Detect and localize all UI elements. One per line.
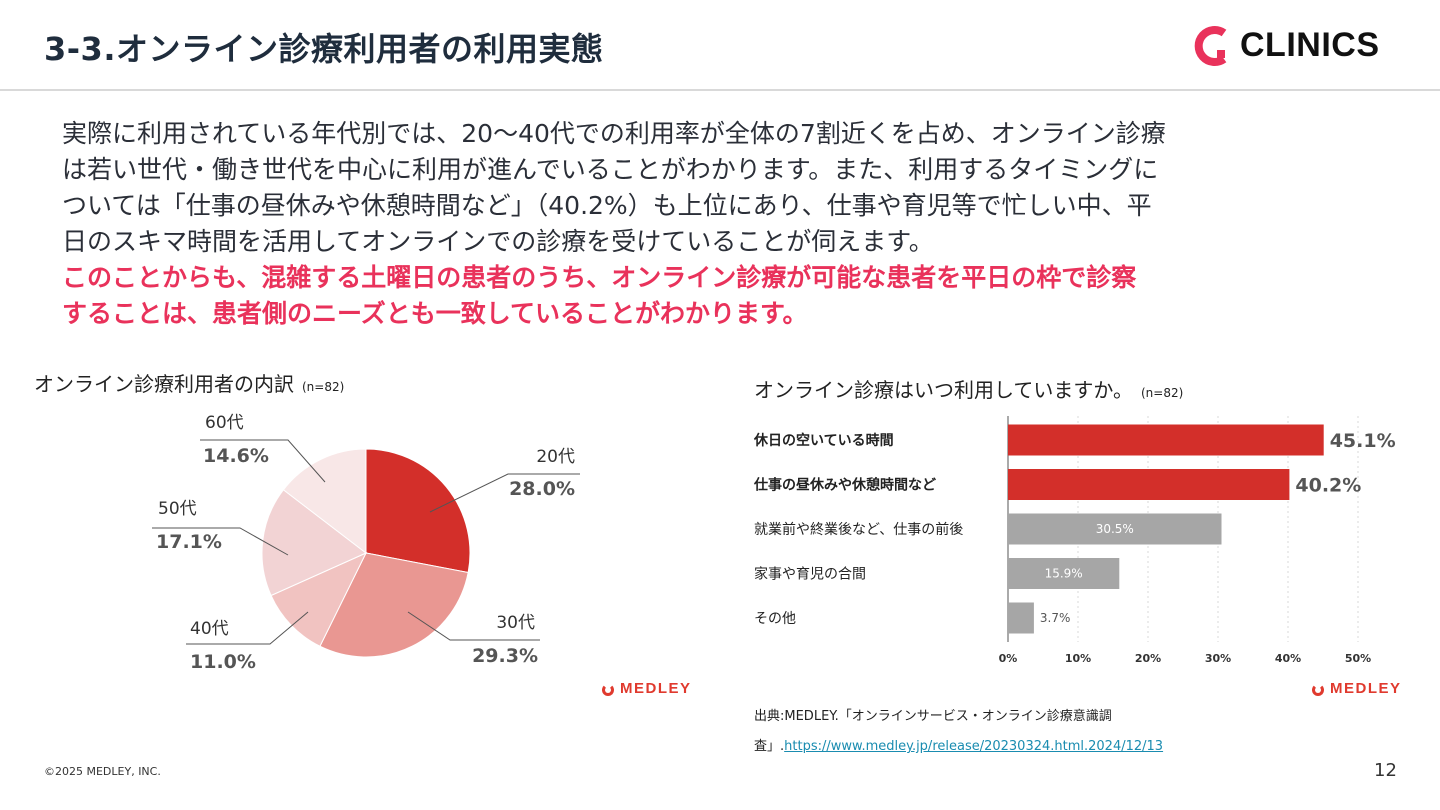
- source-line-1: 出典:MEDLEY.「オンラインサービス・オンライン診療意識調: [754, 709, 1112, 724]
- source-citation: 出典:MEDLEY.「オンラインサービス・オンライン診療意識調 査」.https…: [754, 702, 1174, 762]
- summary-text: 実際に利用されている年代別では、20〜40代での利用率が全体の7割近くを占め、オ…: [62, 116, 1382, 332]
- emphasis-line: することは、患者側のニーズとも一致していることがわかります。: [62, 299, 808, 328]
- medley-logo-bar: MEDLEY: [1312, 680, 1402, 697]
- bar-value-label: 45.1%: [1330, 430, 1396, 452]
- summary-line: 実際に利用されている年代別では、20〜40代での利用率が全体の7割近くを占め、オ…: [62, 119, 1166, 148]
- pie-leader-line: [152, 527, 289, 556]
- bar-category-label: 仕事の昼休みや休憩時間など: [753, 477, 936, 494]
- bar-category-label: その他: [754, 611, 796, 627]
- emphasis-line: このことからも、混雑する土曜日の患者のうち、オンライン診療が可能な患者を平日の枠…: [62, 263, 1137, 292]
- bar-x-tick-label: 50%: [1345, 652, 1371, 665]
- page-title: 3-3.オンライン診療利用者の利用実態: [44, 30, 604, 68]
- bar-2: [1008, 469, 1290, 500]
- pie-leader-line: [429, 473, 580, 513]
- bar-title-text: オンライン診療はいつ利用していますか。: [754, 378, 1133, 402]
- source-link[interactable]: https://www.medley.jp/release/20230324.h…: [784, 739, 1164, 754]
- bar-category-label: 就業前や終業後など、仕事の前後: [754, 521, 963, 538]
- source-line-2-text: 査」.: [754, 739, 785, 754]
- bar-category-label: 休日の空いている時間: [753, 432, 894, 449]
- bar-value-label: 3.7%: [1040, 611, 1071, 625]
- pie-chart: 20代 28.0% 30代 29.3% 40代 11.0% 50代 17.1% 60代 14.6%: [152, 413, 580, 673]
- bar-value-label: 30.5%: [1096, 522, 1134, 536]
- header-divider: [0, 89, 1440, 91]
- pie-slice-value: 14.6%: [203, 445, 269, 467]
- pie-slice-value: 17.1%: [156, 531, 222, 553]
- bar-n-note: (n=82): [1141, 386, 1184, 400]
- pie-leader-line: [186, 611, 309, 645]
- bar-4: [1008, 558, 1120, 589]
- medley-logo-pie: MEDLEY: [602, 680, 692, 697]
- pie-n-note: (n=82): [302, 380, 345, 394]
- bar-1: [1008, 424, 1324, 456]
- bar-x-tick-label: 20%: [1135, 652, 1161, 665]
- bar-chart: 0% 10% 20% 30% 40% 50% 休日の空いている時間 45.1% 仕事の昼休みや休…: [753, 416, 1396, 665]
- pie-slice-30代: [319, 552, 469, 658]
- bar-3: [1008, 513, 1222, 545]
- medley-logo-text: MEDLEY: [620, 680, 692, 697]
- bar-category-label: 家事や育児の合間: [754, 566, 866, 583]
- source-line-2: 査」.https://www.medley.jp/release/2023032…: [754, 732, 1174, 762]
- bar-x-tick-label: 30%: [1205, 652, 1231, 665]
- medley-logo-text: MEDLEY: [1330, 680, 1402, 697]
- bar-x-tick-label: 0%: [999, 652, 1018, 665]
- clinics-logo-text: CLINICS: [1240, 26, 1380, 64]
- clinics-logo-icon: [1194, 26, 1227, 66]
- pie-leader-line: [407, 611, 540, 641]
- pie-slice-value: 11.0%: [190, 651, 256, 673]
- pie-slice-label: 60代: [205, 413, 244, 433]
- pie-chart-title: オンライン診療利用者の内訳 (n=82): [34, 368, 344, 397]
- page-number: 12: [1374, 760, 1397, 781]
- pie-slice-label: 40代: [190, 619, 229, 639]
- summary-line: は若い世代・働き世代を中心に利用が進んでいることがわかります。また、利用するタイ…: [62, 155, 1159, 184]
- clinics-logo: CLINICS: [1192, 24, 1402, 68]
- medley-icon: [1312, 684, 1324, 696]
- summary-line: ついては「仕事の昼休みや休憩時間など」（40.2%）も上位にあり、仕事や育児等で…: [62, 191, 1152, 220]
- bar-5: [1008, 602, 1034, 634]
- pie-slice-60代: [282, 448, 367, 555]
- pie-slice-label: 30代: [496, 613, 535, 633]
- pie-leader-line: [200, 439, 326, 483]
- pie-slice-label: 20代: [536, 447, 575, 467]
- bar-x-tick-label: 40%: [1275, 652, 1301, 665]
- summary-line: 日のスキマ時間を活用してオンラインでの診療を受けていることが伺えます。: [62, 227, 934, 256]
- pie-slice-label: 50代: [158, 499, 197, 519]
- bar-value-label: 40.2%: [1295, 475, 1361, 497]
- pie-slice-value: 28.0%: [509, 478, 575, 500]
- medley-icon: [602, 684, 614, 696]
- pie-title-text: オンライン診療利用者の内訳: [34, 372, 294, 396]
- bar-x-tick-label: 10%: [1065, 652, 1091, 665]
- copyright: ©2025 MEDLEY, INC.: [44, 765, 161, 778]
- bar-value-label: 15.9%: [1045, 567, 1083, 581]
- pie-slice-value: 29.3%: [472, 645, 538, 667]
- bar-chart-title: オンライン診療はいつ利用していますか。 (n=82): [754, 374, 1183, 403]
- pie-slice-20代: [365, 448, 471, 574]
